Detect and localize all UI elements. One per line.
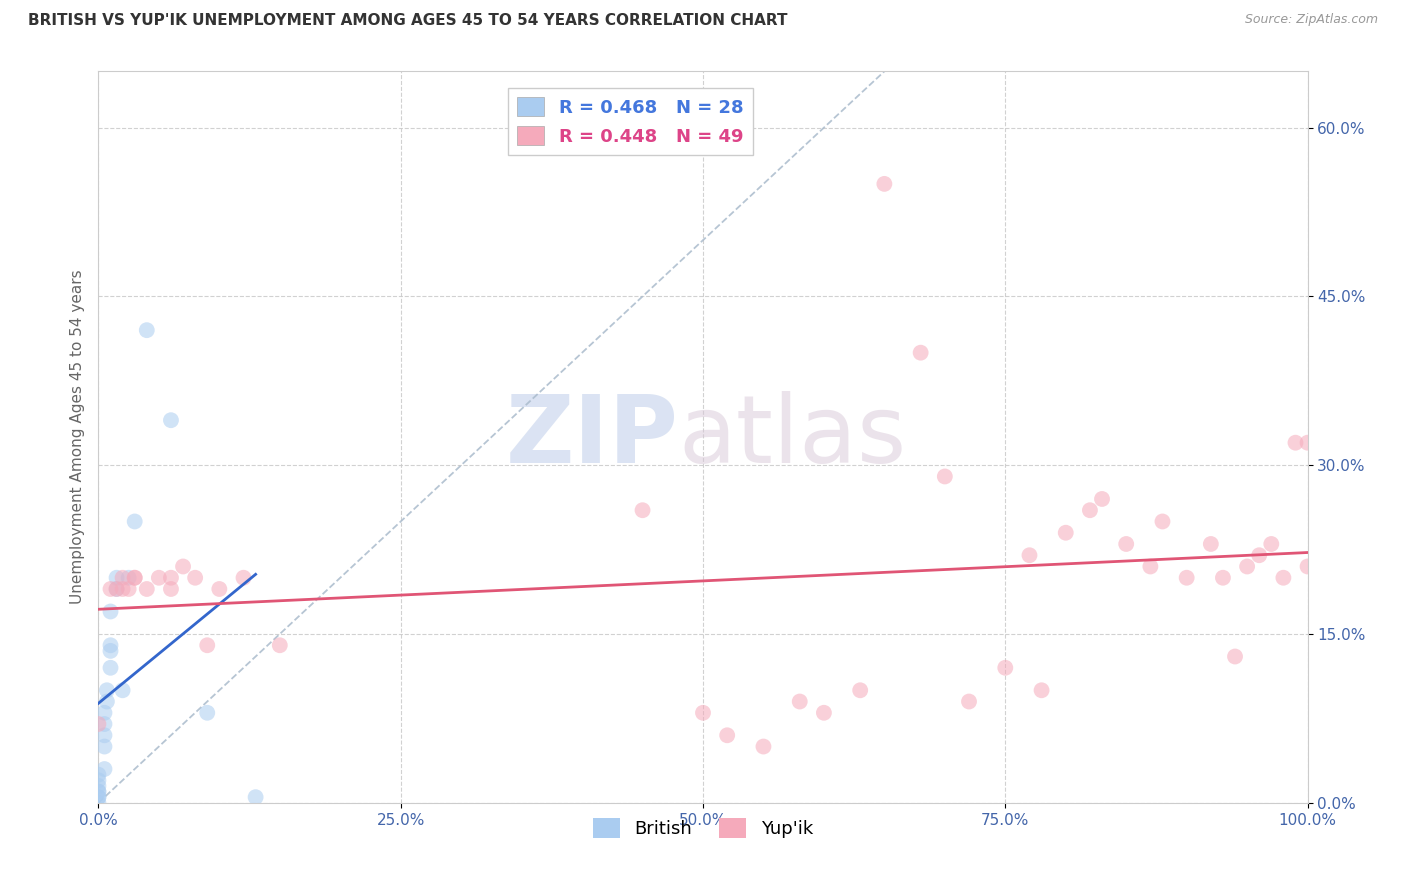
Point [1199, 537, 1222, 551]
Point [100, 638, 122, 652]
Point [232, 571, 254, 585]
Point [789, 694, 811, 708]
Point [100, 582, 122, 596]
Point [87, 767, 110, 781]
Point [934, 469, 956, 483]
Point [910, 345, 932, 359]
Point [994, 661, 1017, 675]
Text: Source: ZipAtlas.com: Source: ZipAtlas.com [1244, 13, 1378, 27]
Point [1152, 515, 1174, 529]
Point [813, 706, 835, 720]
Point [87, 779, 110, 793]
Point [692, 706, 714, 720]
Point [1139, 559, 1161, 574]
Point [93, 762, 115, 776]
Point [1296, 435, 1319, 450]
Point [111, 582, 134, 596]
Text: BRITISH VS YUP'IK UNEMPLOYMENT AMONG AGES 45 TO 54 YEARS CORRELATION CHART: BRITISH VS YUP'IK UNEMPLOYMENT AMONG AGE… [28, 13, 787, 29]
Point [100, 661, 122, 675]
Point [124, 571, 146, 585]
Point [1078, 503, 1101, 517]
Point [96, 683, 118, 698]
Point [87, 773, 110, 788]
Point [160, 413, 183, 427]
Point [1018, 548, 1040, 562]
Point [135, 323, 157, 337]
Point [172, 559, 194, 574]
Point [100, 644, 122, 658]
Point [160, 571, 183, 585]
Point [87, 790, 110, 805]
Point [93, 739, 115, 754]
Point [1296, 559, 1319, 574]
Point [111, 571, 134, 585]
Point [105, 571, 128, 585]
Point [148, 571, 170, 585]
Point [195, 706, 218, 720]
Point [87, 717, 110, 731]
Point [1272, 571, 1295, 585]
Point [87, 784, 110, 798]
Point [124, 571, 146, 585]
Point [631, 503, 654, 517]
Point [873, 177, 896, 191]
Y-axis label: Unemployment Among Ages 45 to 54 years: Unemployment Among Ages 45 to 54 years [69, 269, 84, 605]
Point [93, 728, 115, 742]
Point [135, 582, 157, 596]
Point [752, 739, 775, 754]
Point [93, 717, 115, 731]
Point [1054, 525, 1077, 540]
Point [96, 694, 118, 708]
Point [118, 571, 141, 585]
Point [118, 582, 141, 596]
Point [105, 582, 128, 596]
Point [105, 582, 128, 596]
Point [1115, 537, 1137, 551]
Point [1260, 537, 1282, 551]
Point [1212, 571, 1234, 585]
Point [111, 683, 134, 698]
Point [269, 638, 291, 652]
Point [160, 582, 183, 596]
Point [87, 784, 110, 798]
Text: atlas: atlas [679, 391, 907, 483]
Point [1249, 548, 1271, 562]
Point [849, 683, 872, 698]
Point [1284, 435, 1306, 450]
Point [208, 582, 231, 596]
Point [1031, 683, 1053, 698]
Point [1175, 571, 1198, 585]
Point [100, 605, 122, 619]
Point [1223, 649, 1246, 664]
Point [245, 790, 267, 805]
Point [1236, 559, 1258, 574]
Point [184, 571, 207, 585]
Legend: British, Yup'ik: British, Yup'ik [586, 811, 820, 845]
Point [1091, 491, 1114, 506]
Point [87, 790, 110, 805]
Point [957, 694, 980, 708]
Point [93, 706, 115, 720]
Point [124, 515, 146, 529]
Point [195, 638, 218, 652]
Point [87, 796, 110, 810]
Point [716, 728, 738, 742]
Text: ZIP: ZIP [506, 391, 679, 483]
